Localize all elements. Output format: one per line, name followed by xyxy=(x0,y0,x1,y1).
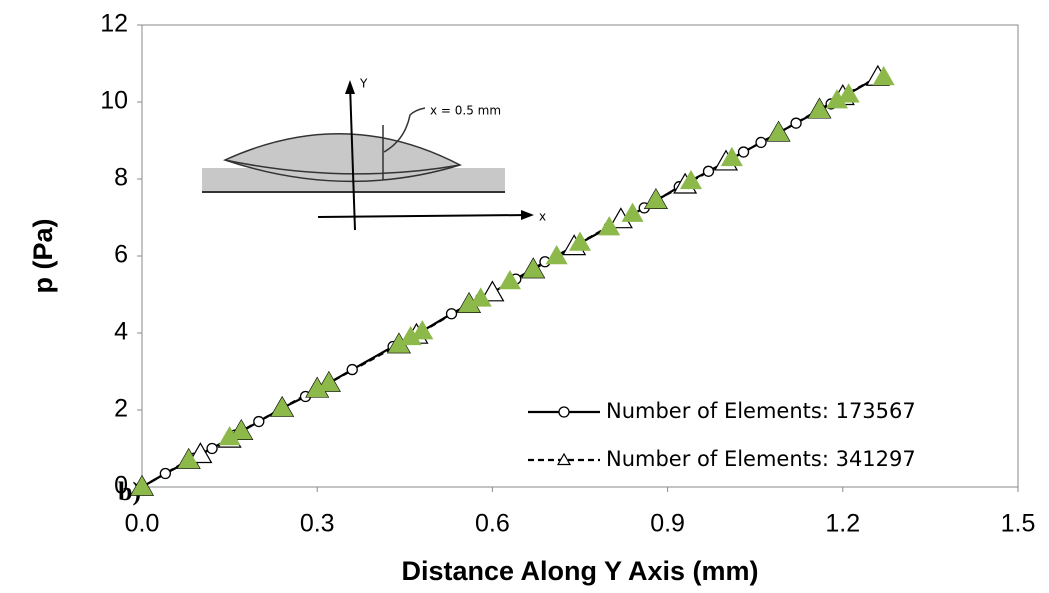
marker xyxy=(253,415,265,428)
marker xyxy=(702,165,715,177)
y-tick-label: 10 xyxy=(100,87,128,115)
marker xyxy=(522,258,545,278)
marker xyxy=(188,442,213,464)
inset-diagram: Y x x = 0.5 mm xyxy=(202,77,546,231)
x-tick-label: 1.5 xyxy=(1001,510,1036,538)
marker xyxy=(498,270,521,290)
y-tick-label: 2 xyxy=(114,395,128,423)
marker xyxy=(808,98,831,118)
marker xyxy=(790,117,802,129)
inset-label: Y xyxy=(359,77,368,91)
y-tick-label: 4 xyxy=(114,318,128,346)
inset-label: x = 0.5 mm xyxy=(430,104,501,118)
marker xyxy=(387,333,410,353)
marker xyxy=(644,189,667,209)
legend-marker xyxy=(558,406,570,418)
marker xyxy=(399,325,422,346)
y-tick-label: 0 xyxy=(114,472,128,500)
x-tick-label: 0.6 xyxy=(475,510,510,538)
x-tick-label: 1.2 xyxy=(825,510,860,538)
inset-fusion-line xyxy=(224,159,461,175)
y-tick-label: 6 xyxy=(114,241,128,269)
marker xyxy=(598,216,621,236)
marker xyxy=(679,169,702,190)
marker xyxy=(346,363,358,376)
marker xyxy=(621,202,644,222)
marker xyxy=(545,245,568,265)
marker xyxy=(218,425,241,446)
marker xyxy=(458,293,481,313)
inset-arrow xyxy=(345,80,355,94)
marker xyxy=(872,65,895,86)
inset-x-axis xyxy=(317,214,529,218)
marker xyxy=(177,449,200,469)
marker xyxy=(825,89,848,109)
inset-label: x xyxy=(539,210,546,224)
marker xyxy=(230,420,253,440)
inset-callout xyxy=(383,107,426,153)
legend-label: Number of Elements: 341297 xyxy=(606,447,916,471)
marker xyxy=(131,476,153,496)
marker xyxy=(480,280,505,302)
marker xyxy=(569,231,591,251)
marker xyxy=(317,372,340,392)
x-tick-label: 0.3 xyxy=(300,510,335,538)
marker xyxy=(271,397,294,417)
y-tick-label: 12 xyxy=(100,10,128,38)
inset-y-axis xyxy=(349,84,356,231)
marker xyxy=(720,146,743,167)
marker xyxy=(755,136,767,149)
inset-arrow xyxy=(521,210,534,220)
x-tick-label: 0.9 xyxy=(650,510,685,538)
legend-label: Number of Elements: 173567 xyxy=(606,399,916,423)
marker xyxy=(411,320,434,340)
y-axis-title: p (Pa) xyxy=(28,218,58,293)
marker xyxy=(206,442,218,455)
panel-label: b) xyxy=(118,477,141,506)
marker xyxy=(837,83,860,103)
marker xyxy=(159,467,172,480)
y-tick-label: 8 xyxy=(114,164,128,192)
marker xyxy=(306,377,329,398)
marker xyxy=(469,287,492,307)
marker xyxy=(445,308,458,320)
x-tick-label: 0.0 xyxy=(125,510,160,538)
legend-marker xyxy=(556,452,572,466)
x-axis-title: Distance Along Y Axis (mm) xyxy=(401,556,758,586)
marker xyxy=(767,121,790,142)
marker xyxy=(737,146,750,158)
